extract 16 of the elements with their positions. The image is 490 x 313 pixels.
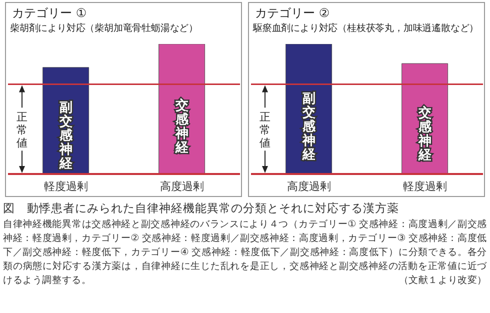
chart-subtitle: 駆瘀血剤により対応（桂枝茯苓丸，加味逍遙散など） [253, 22, 479, 35]
chart-subtitle: 柴胡剤により対応（柴胡加竜骨牡蛎湯など） [10, 22, 198, 35]
x-tick-label: 軽度過剰 [44, 180, 88, 193]
series-label: 交感神経 [174, 98, 190, 156]
series-label: 交感神経 [417, 105, 432, 164]
series-label: 副交感神経 [301, 92, 316, 163]
x-tick-label: 高度過剰 [287, 180, 331, 193]
text: 図 動悸患者にみられた自律神経機能異常の分類とそれに対応する漢方薬 [3, 201, 400, 216]
annotation: 正常値 [260, 110, 270, 150]
text: （文献１より改変） [398, 274, 487, 288]
x-tick-label: 高度過剰 [160, 180, 204, 193]
x-tick-label: 軽度過剰 [403, 180, 447, 193]
series-label: 副交感神経 [58, 100, 74, 172]
chart-title: カテゴリー ② [255, 5, 330, 22]
chart-title: カテゴリー ① [12, 5, 87, 22]
annotation: 正常値 [16, 110, 28, 150]
